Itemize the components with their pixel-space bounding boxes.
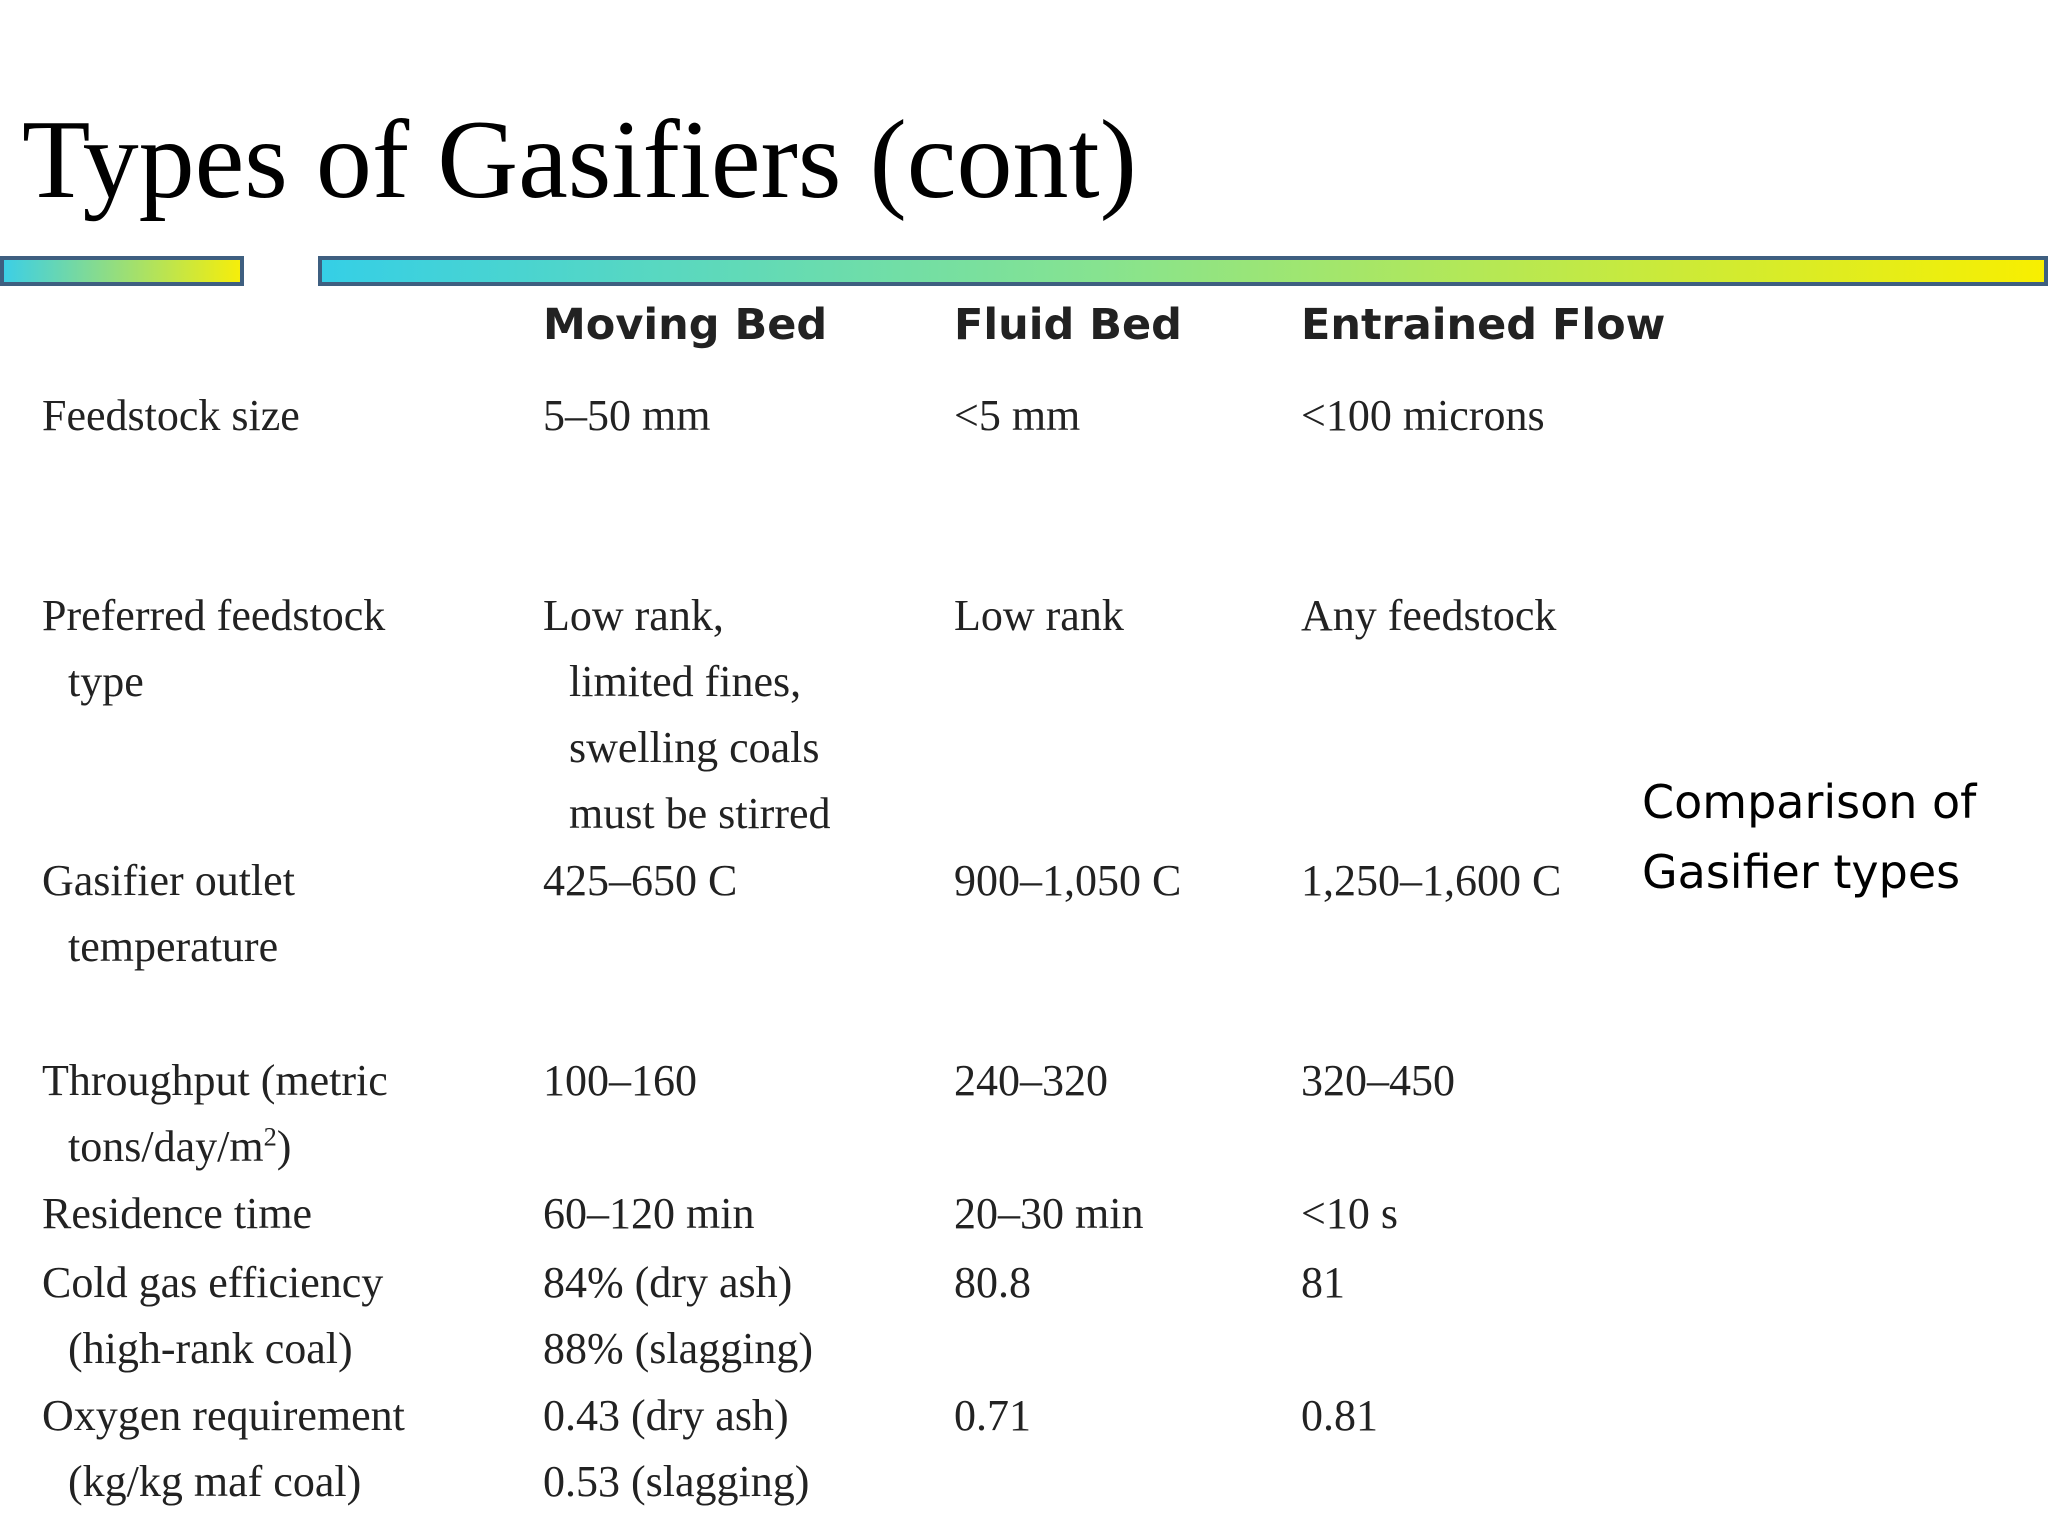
slide-title: Types of Gasifiers (cont) <box>22 98 1137 222</box>
cell-moving-bed: 84% (dry ash) 88% (slagging) <box>543 1258 814 1373</box>
cell-moving-bed: 425–650 C <box>543 856 738 905</box>
cell-entrained-flow: 320–450 <box>1301 1056 1455 1105</box>
row-label-cold-gas-efficiency: Cold gas efficiency (high-rank coal) <box>42 1258 384 1373</box>
column-header-fluid-bed: Fluid Bed <box>954 300 1182 350</box>
cell-moving-bed: 5–50 mm <box>543 391 711 440</box>
title-accent-bar-right <box>318 256 2048 286</box>
row-label-preferred-feedstock-type: Preferred feedstock type <box>42 591 386 706</box>
row-label-feedstock-size: Feedstock size <box>42 391 300 440</box>
cell-entrained-flow: Any feedstock <box>1301 591 1557 640</box>
cell-entrained-flow: 0.81 <box>1301 1391 1378 1440</box>
comparison-caption: Comparison of Gasifier types <box>1642 775 1977 899</box>
cell-entrained-flow: 1,250–1,600 C <box>1301 856 1562 905</box>
row-label-oxygen-requirement: Oxygen requirement (kg/kg maf coal) <box>42 1391 405 1506</box>
cell-fluid-bed: <5 mm <box>954 391 1081 440</box>
row-label-residence-time: Residence time <box>42 1189 313 1238</box>
cell-entrained-flow: 81 <box>1301 1258 1345 1307</box>
cell-fluid-bed: Low rank <box>954 591 1124 640</box>
cell-fluid-bed: 80.8 <box>954 1258 1031 1307</box>
cell-moving-bed: 100–160 <box>543 1056 697 1105</box>
column-header-entrained-flow: Entrained Flow <box>1301 300 1666 350</box>
cell-fluid-bed: 0.71 <box>954 1391 1031 1440</box>
cell-fluid-bed: 20–30 min <box>954 1189 1144 1238</box>
title-accent-bar-left <box>0 256 244 286</box>
row-label-throughput: Throughput (metric tons/day/m2) <box>42 1056 388 1171</box>
cell-moving-bed: 0.43 (dry ash) 0.53 (slagging) <box>543 1391 810 1506</box>
cell-entrained-flow: <10 s <box>1301 1189 1398 1238</box>
cell-fluid-bed: 900–1,050 C <box>954 856 1182 905</box>
cell-moving-bed: 60–120 min <box>543 1189 755 1238</box>
column-header-moving-bed: Moving Bed <box>543 300 828 350</box>
cell-moving-bed: Low rank, limited fines, swelling coals … <box>543 591 831 838</box>
cell-fluid-bed: 240–320 <box>954 1056 1108 1105</box>
row-label-gasifier-outlet-temperature: Gasifier outlet temperature <box>42 856 295 971</box>
cell-entrained-flow: <100 microns <box>1301 391 1545 440</box>
